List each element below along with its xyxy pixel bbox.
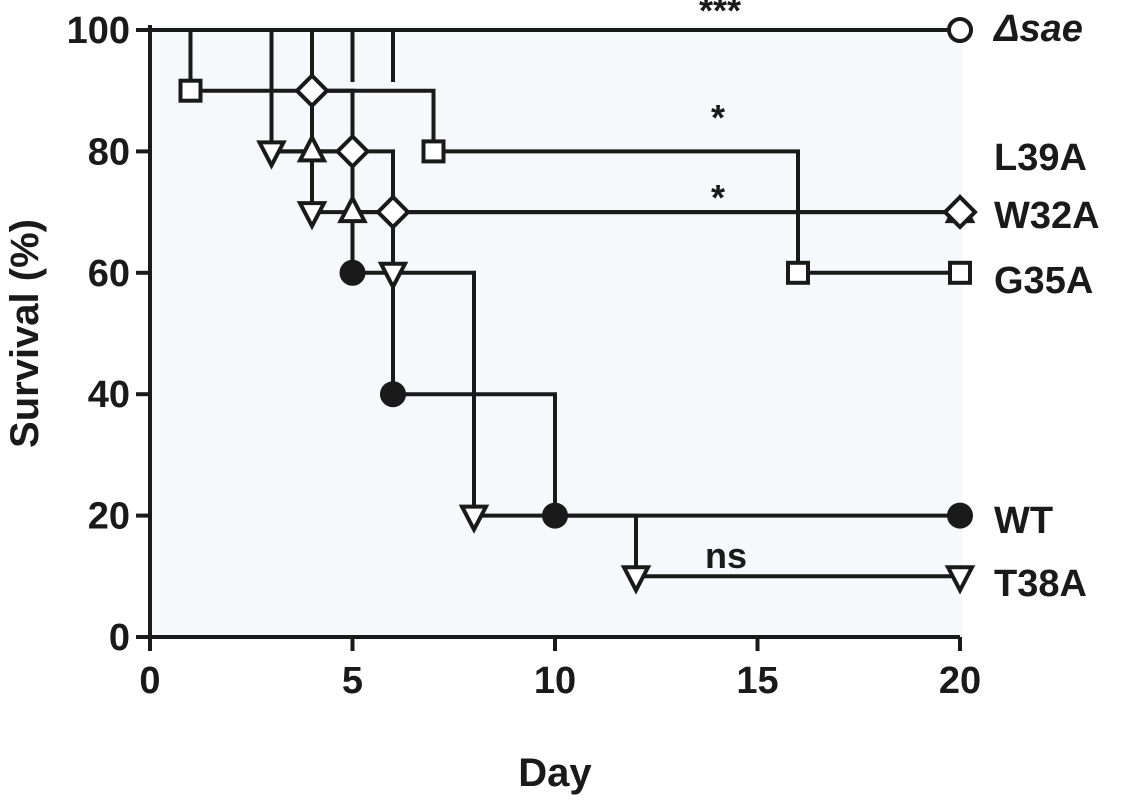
marker-2-0	[296, 133, 328, 163]
labels: 0 20 40 60 80 100 0 5 10 15 20 Day Survival (%) Δsae L…	[3, 0, 1100, 795]
x-tick-label-4: 20	[939, 660, 981, 702]
marker-2-1	[337, 193, 368, 224]
y-axis-title: Survival (%)	[3, 219, 47, 448]
series-line-5	[150, 28, 960, 579]
marker-3-1	[421, 139, 446, 164]
marker-4-1	[380, 381, 406, 408]
marker-5-4	[620, 565, 652, 595]
x-axis-title: Day	[518, 751, 592, 795]
marker-3-3	[948, 260, 972, 285]
marker-4-0	[339, 259, 366, 286]
marker-5-1	[296, 201, 328, 231]
plot-background	[150, 25, 962, 637]
marker-5-3	[458, 504, 490, 534]
marker-5-0	[256, 140, 287, 170]
marker-3-2	[786, 260, 810, 285]
x-tick-label-1: 5	[342, 660, 363, 702]
annotation-3: ns	[705, 535, 747, 576]
marker-0-0	[947, 17, 973, 43]
y-tick-label-3: 60	[88, 253, 130, 295]
x-tick-label-0: 0	[139, 660, 160, 702]
marker-1-3	[942, 194, 978, 230]
y-tick-label-4: 80	[88, 131, 130, 173]
marker-3-0	[178, 78, 203, 103]
marker-1-0	[294, 72, 330, 109]
series-label-0: Δsae	[992, 8, 1083, 50]
series-line-3	[150, 28, 960, 275]
markers	[178, 17, 978, 595]
y-tick-label-0: 0	[109, 617, 130, 659]
annotation-0: ***	[699, 0, 741, 31]
marker-4-3	[947, 502, 973, 529]
x-tick-label-3: 15	[736, 660, 778, 702]
marker-1-1	[334, 133, 371, 170]
series-label-3: G35A	[994, 260, 1093, 302]
x-tick-label-2: 10	[534, 660, 576, 702]
axes	[136, 25, 962, 651]
series-label-4: WT	[994, 500, 1053, 542]
marker-5-2	[377, 261, 409, 292]
series-label-2: W32A	[994, 195, 1100, 237]
marker-1-2	[375, 194, 411, 230]
y-tick-label-2: 40	[88, 374, 130, 416]
y-tick-label-1: 20	[88, 496, 130, 538]
marker-5-5	[944, 565, 976, 595]
annotation-2: *	[711, 177, 725, 218]
series-label-1: L39A	[994, 137, 1087, 179]
y-tick-label-5: 100	[67, 10, 130, 52]
annotation-1: *	[711, 97, 725, 138]
series-label-5: T38A	[994, 563, 1087, 605]
marker-4-2	[542, 502, 568, 529]
